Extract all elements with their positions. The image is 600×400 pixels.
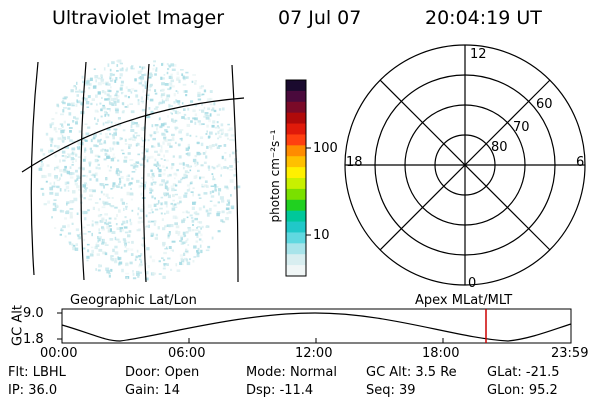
status-gain: Gain: 14 (125, 383, 180, 398)
color-bar-band (286, 265, 306, 277)
color-bar-tick-label: 100 (313, 141, 338, 156)
instrument-title: Ultraviolet Imager (52, 7, 225, 29)
color-bar-band (286, 254, 306, 266)
color-bar-band (286, 221, 306, 233)
mlt-label-bottom: 0 (468, 276, 477, 291)
observation-date: 07 Jul 07 (278, 7, 362, 29)
color-bar-band (286, 178, 306, 190)
status-gc-alt: GC Alt: 3.5 Re (366, 365, 457, 380)
grid-meridian (143, 63, 150, 283)
grid-meridian (231, 64, 239, 283)
altitude-tick-high: 9.0 (23, 306, 44, 321)
color-bar (285, 79, 311, 277)
observation-time: 20:04:19 UT (425, 7, 542, 29)
mlat-label-70: 70 (513, 120, 530, 135)
time-tick-label: 00:00 (40, 346, 78, 361)
status-seq: Seq: 39 (366, 383, 416, 398)
mlat-label-60: 60 (536, 97, 553, 112)
color-bar-band (286, 90, 306, 103)
mlt-label-right: 6 (576, 155, 585, 170)
color-bar-band (286, 188, 306, 201)
color-bar-band (286, 156, 306, 168)
color-bar-tick-label: 10 (313, 228, 330, 243)
color-bar-frame (285, 79, 307, 277)
time-tick-label: 12:00 (295, 346, 333, 361)
altitude-curve (61, 312, 572, 342)
time-tick-label: 23:59 (551, 346, 589, 361)
polar-diagonal (379, 79, 551, 251)
mlat-label-80: 80 (491, 140, 508, 155)
color-bar-unit-label: photon cm⁻²s⁻¹ (268, 129, 282, 223)
color-bar-band (286, 145, 306, 157)
time-tick-label: 06:00 (168, 346, 206, 361)
color-bar-band (286, 123, 306, 135)
color-bar-band (286, 134, 306, 146)
status-door: Door: Open (125, 365, 200, 380)
altitude-panel (57, 308, 572, 344)
status-dsp: Dsp: -11.4 (246, 383, 314, 398)
status-glat: GLat: -21.5 (487, 365, 560, 380)
geographic-grid-label: Geographic Lat/Lon (70, 293, 197, 308)
grid-parallel (21, 97, 245, 173)
color-bar-band (286, 243, 306, 255)
mlt-label-left: 18 (346, 155, 363, 170)
mlt-label-top: 12 (470, 47, 487, 62)
color-bar-band (286, 210, 306, 223)
color-bar-band (286, 199, 306, 212)
color-bar-band (286, 167, 306, 179)
color-bar-band (286, 101, 306, 114)
color-bar-band (286, 232, 306, 244)
geographic-grid (21, 61, 245, 283)
color-bar-band (286, 112, 306, 125)
time-tick-label: 18:00 (422, 346, 460, 361)
uv-image (21, 59, 245, 283)
altitude-tick-low: 1.8 (23, 332, 44, 347)
status-glon: GLon: 95.2 (487, 383, 558, 398)
polar-mlt-plot (344, 44, 586, 286)
status-mode: Mode: Normal (246, 365, 337, 380)
grid-meridian (80, 61, 87, 281)
color-bar-band (286, 80, 306, 92)
apex-grid-label: Apex MLat/MLT (415, 293, 513, 308)
status-filter: Flt: LBHL (8, 365, 66, 380)
status-ip: IP: 36.0 (8, 383, 58, 398)
uv-emission-speckles (38, 59, 241, 281)
grid-meridian (30, 61, 39, 276)
